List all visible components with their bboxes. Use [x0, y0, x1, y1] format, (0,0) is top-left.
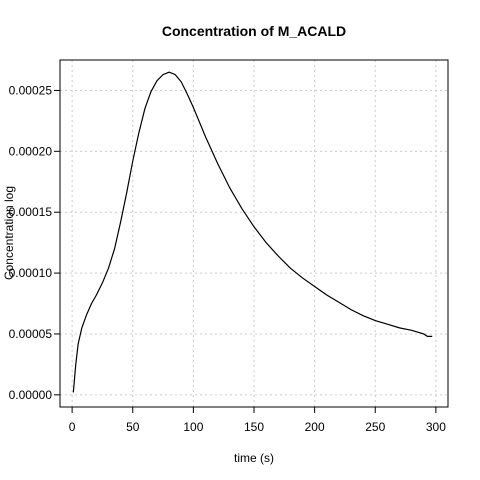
y-tick-label: 0.00000: [9, 388, 53, 402]
y-axis-label: Concentration log: [2, 186, 16, 280]
y-tick-label: 0.00010: [9, 266, 53, 280]
y-axis: 0.00000 0.00005 0.00010 0.00015 0.00020 0.000…: [9, 83, 60, 402]
x-tick-label: 250: [365, 420, 385, 434]
y-tick-label: 0.00020: [9, 144, 53, 158]
x-tick-label: 0: [69, 420, 76, 434]
x-axis: 0 50 100 150 200 250 300: [69, 407, 446, 434]
series-layer: [72, 71, 433, 393]
x-tick-label: 150: [244, 420, 264, 434]
y-tick-label: 0.00015: [9, 205, 53, 219]
chart-title: Concentration of M_ACALD: [162, 23, 346, 39]
x-tick-label: 300: [426, 420, 446, 434]
y-tick-label: 0.00025: [9, 83, 53, 97]
series-line: [72, 71, 433, 393]
x-tick-label: 50: [126, 420, 140, 434]
y-tick-label: 0.00005: [9, 327, 53, 341]
x-tick-label: 200: [305, 420, 325, 434]
x-axis-label: time (s): [234, 451, 274, 465]
x-tick-label: 100: [183, 420, 203, 434]
